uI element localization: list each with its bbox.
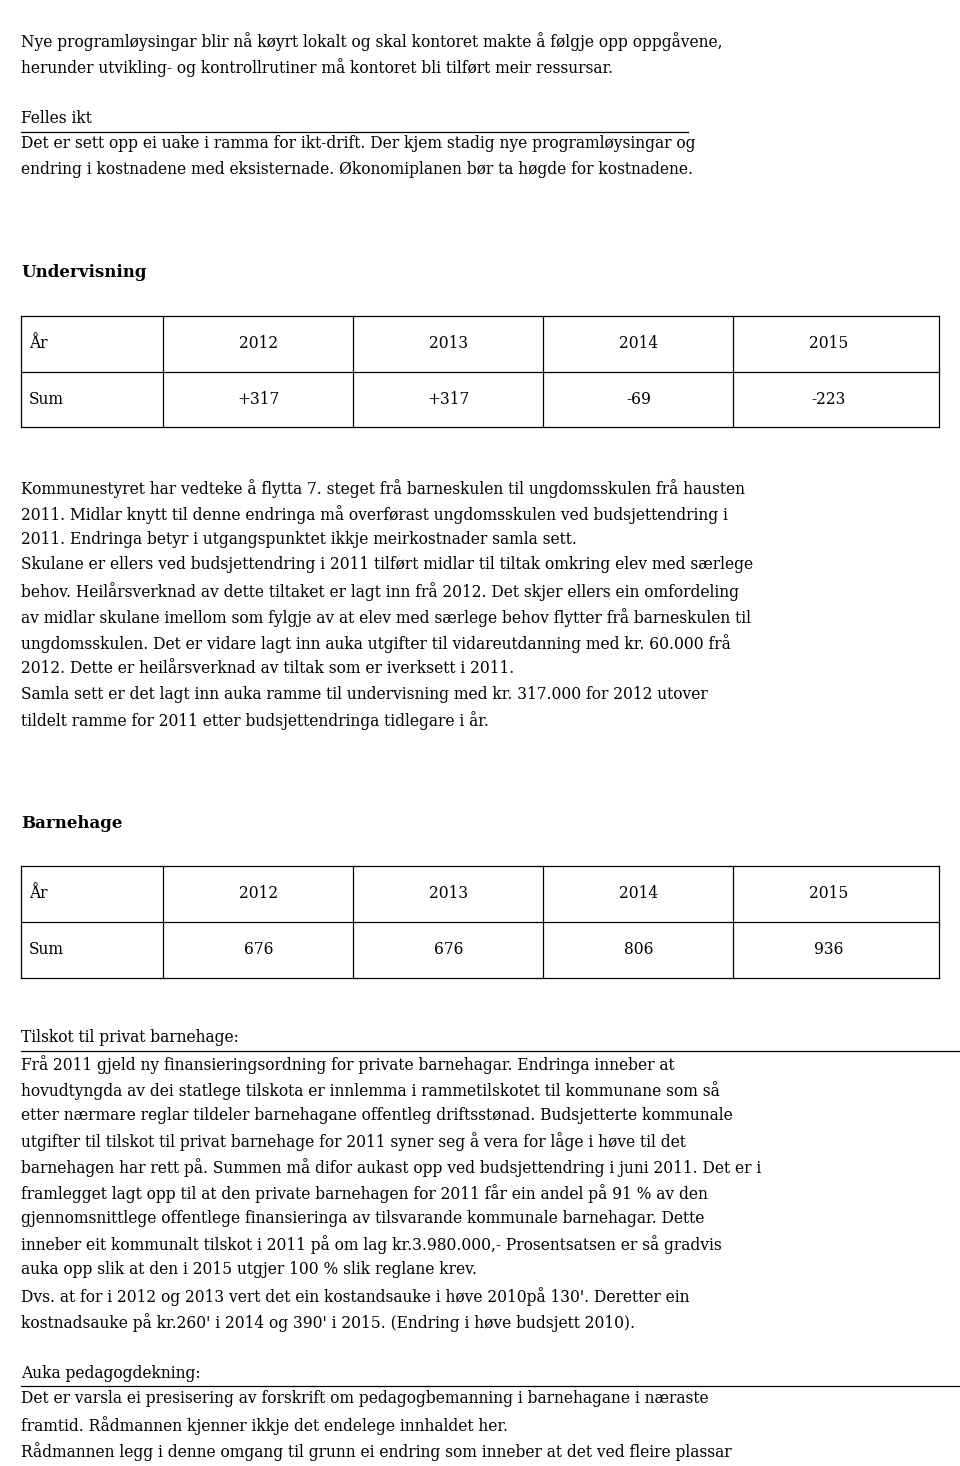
Text: +317: +317 xyxy=(237,391,279,408)
Text: År: År xyxy=(29,885,47,903)
Text: etter nærmare reglar tildeler barnehagane offentleg driftsstønad. Budsjetterte k: etter nærmare reglar tildeler barnehagan… xyxy=(21,1107,732,1123)
Text: Samla sett er det lagt inn auka ramme til undervisning med kr. 317.000 for 2012 : Samla sett er det lagt inn auka ramme ti… xyxy=(21,686,708,702)
Text: Skulane er ellers ved budsjettendring i 2011 tilført midlar til tiltak omkring e: Skulane er ellers ved budsjettendring i … xyxy=(21,557,754,573)
Text: Auka pedagogdekning:: Auka pedagogdekning: xyxy=(21,1365,201,1381)
Text: 2015: 2015 xyxy=(808,885,848,903)
Text: Det er sett opp ei uake i ramma for ikt-drift. Der kjem stadig nye programløysin: Det er sett opp ei uake i ramma for ikt-… xyxy=(21,135,696,152)
Text: tildelt ramme for 2011 etter budsjettendringa tidlegare i år.: tildelt ramme for 2011 etter budsjettend… xyxy=(21,711,489,730)
Text: Rådmannen legg i denne omgang til grunn ei endring som inneber at det ved fleire: Rådmannen legg i denne omgang til grunn … xyxy=(21,1443,732,1460)
Text: 2014: 2014 xyxy=(619,885,658,903)
Text: 2013: 2013 xyxy=(429,336,468,352)
Text: Sum: Sum xyxy=(29,391,63,408)
Text: gjennomsnittlege offentlege finansieringa av tilsvarande kommunale barnehagar. D: gjennomsnittlege offentlege finansiering… xyxy=(21,1209,705,1227)
Text: 676: 676 xyxy=(244,941,273,959)
Text: 2013: 2013 xyxy=(429,885,468,903)
Text: hovudtyngda av dei statlege tilskota er innlemma i rammetilskotet til kommunane : hovudtyngda av dei statlege tilskota er … xyxy=(21,1080,720,1100)
Text: År: År xyxy=(29,336,47,352)
Text: auka opp slik at den i 2015 utgjer 100 % slik reglane krev.: auka opp slik at den i 2015 utgjer 100 %… xyxy=(21,1261,477,1278)
Text: inneber eit kommunalt tilskot i 2011 på om lag kr.3.980.000,- Prosentsatsen er s: inneber eit kommunalt tilskot i 2011 på … xyxy=(21,1236,722,1255)
Text: 2011. Endringa betyr i utgangspunktet ikkje meirkostnader samla sett.: 2011. Endringa betyr i utgangspunktet ik… xyxy=(21,531,577,548)
Text: 676: 676 xyxy=(434,941,463,959)
Text: 2012. Dette er heilårsverknad av tiltak som er iverksett i 2011.: 2012. Dette er heilårsverknad av tiltak … xyxy=(21,660,515,677)
Text: behov. Heilårsverknad av dette tiltaket er lagt inn frå 2012. Det skjer ellers e: behov. Heilårsverknad av dette tiltaket … xyxy=(21,582,739,601)
Text: +317: +317 xyxy=(427,391,469,408)
Text: 936: 936 xyxy=(813,941,843,959)
Text: 2012: 2012 xyxy=(239,885,278,903)
Text: Sum: Sum xyxy=(29,941,63,959)
Text: -69: -69 xyxy=(626,391,651,408)
Text: Frå 2011 gjeld ny finansieringsordning for private barnehagar. Endringa inneber : Frå 2011 gjeld ny finansieringsordning f… xyxy=(21,1056,675,1073)
Text: -223: -223 xyxy=(811,391,846,408)
Text: Kommunestyret har vedteke å flytta 7. steget frå barneskulen til ungdomsskulen f: Kommunestyret har vedteke å flytta 7. st… xyxy=(21,479,745,498)
Text: Det er varsla ei presisering av forskrift om pedagogbemanning i barnehagane i næ: Det er varsla ei presisering av forskrif… xyxy=(21,1390,708,1407)
Text: Undervisning: Undervisning xyxy=(21,264,147,281)
Text: av midlar skulane imellom som fylgje av at elev med særlege behov flytter frå ba: av midlar skulane imellom som fylgje av … xyxy=(21,608,751,627)
Text: Dvs. at for i 2012 og 2013 vert det ein kostandsauke i høve 2010på 130'. Derette: Dvs. at for i 2012 og 2013 vert det ein … xyxy=(21,1287,689,1306)
Text: Felles ikt: Felles ikt xyxy=(21,110,92,126)
Text: framlegget lagt opp til at den private barnehagen for 2011 får ein andel på 91 %: framlegget lagt opp til at den private b… xyxy=(21,1185,708,1202)
Text: barnehagen har rett på. Summen må difor aukast opp ved budsjettendring i juni 20: barnehagen har rett på. Summen må difor … xyxy=(21,1158,761,1177)
Text: 2011. Midlar knytt til denne endringa må overførast ungdomsskulen ved budsjetten: 2011. Midlar knytt til denne endringa må… xyxy=(21,504,728,523)
Text: Nye programløysingar blir nå køyrt lokalt og skal kontoret makte å følgje opp op: Nye programløysingar blir nå køyrt lokal… xyxy=(21,32,723,51)
Text: herunder utvikling- og kontrollrutiner må kontoret bli tilført meir ressursar.: herunder utvikling- og kontrollrutiner m… xyxy=(21,59,613,76)
Text: ungdomsskulen. Det er vidare lagt inn auka utgifter til vidareutdanning med kr. : ungdomsskulen. Det er vidare lagt inn au… xyxy=(21,633,731,652)
Text: 2015: 2015 xyxy=(808,336,848,352)
Text: Tilskot til privat barnehage:: Tilskot til privat barnehage: xyxy=(21,1029,239,1047)
Text: utgifter til tilskot til privat barnehage for 2011 syner seg å vera for låge i h: utgifter til tilskot til privat barnehag… xyxy=(21,1132,686,1151)
Text: Barnehage: Barnehage xyxy=(21,815,123,831)
Text: endring i kostnadene med eksisternade. Økonomiplanen bør ta høgde for kostnadene: endring i kostnadene med eksisternade. Ø… xyxy=(21,161,693,179)
Text: 806: 806 xyxy=(624,941,653,959)
Text: 2014: 2014 xyxy=(619,336,658,352)
Text: 2012: 2012 xyxy=(239,336,278,352)
Text: framtid. Rådmannen kjenner ikkje det endelege innhaldet her.: framtid. Rådmannen kjenner ikkje det end… xyxy=(21,1416,508,1435)
Text: kostnadsauke på kr.260' i 2014 og 390' i 2015. (Endring i høve budsjett 2010).: kostnadsauke på kr.260' i 2014 og 390' i… xyxy=(21,1314,636,1331)
